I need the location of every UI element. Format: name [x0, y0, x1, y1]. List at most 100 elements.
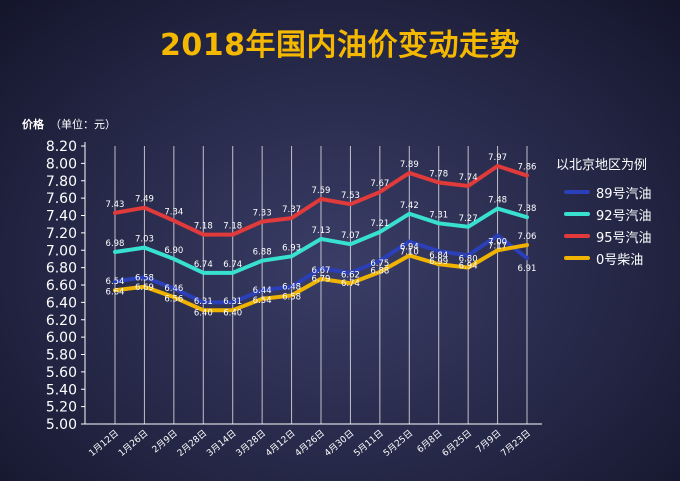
chart-title: 2018年国内油价变动走势 — [160, 28, 520, 63]
legend-item-92: 92号汽油 — [564, 203, 652, 225]
x-tick-label: 4月12日 — [263, 428, 297, 459]
data-label: 7.43 — [106, 200, 125, 210]
data-label: 6.40 — [194, 308, 213, 318]
y-tick-label: 6.20 — [46, 313, 77, 329]
data-label: 7.10 — [400, 248, 419, 258]
x-tick-label: 5月11日 — [352, 428, 386, 459]
x-tick-label: 4月26日 — [293, 428, 327, 459]
data-label: 6.64 — [106, 288, 125, 298]
y-tick-label: 6.40 — [46, 295, 77, 311]
data-label: 7.97 — [488, 153, 507, 163]
y-axis-title: 价格 （单位：元） — [22, 116, 116, 132]
data-label: 7.17 — [488, 241, 507, 251]
data-label: 7.89 — [400, 160, 419, 170]
data-label: 7.42 — [400, 201, 419, 211]
data-label: 6.48 — [282, 282, 301, 292]
y-tick-label: 6.00 — [46, 330, 77, 346]
data-label: 6.99 — [429, 257, 448, 267]
data-label: 7.67 — [370, 179, 389, 189]
legend-item-0: 0号柴油 — [564, 247, 652, 269]
legend-label-95: 95号汽油 — [596, 230, 652, 246]
data-label: 6.31 — [223, 297, 242, 307]
y-axis-unit: （单位：元） — [50, 118, 116, 131]
data-label: 7.21 — [370, 219, 389, 229]
data-label: 7.03 — [135, 235, 154, 245]
data-label: 7.18 — [194, 222, 213, 232]
data-label: 6.80 — [459, 255, 478, 265]
data-label: 7.31 — [429, 210, 448, 220]
y-tick-label: 8.00 — [46, 156, 77, 172]
data-label: 6.84 — [429, 251, 448, 261]
data-label: 7.34 — [164, 208, 183, 218]
series-line-1 — [113, 206, 529, 275]
data-label: 6.54 — [253, 296, 272, 306]
data-label: 6.74 — [341, 279, 360, 289]
x-tick-label: 4月30日 — [322, 428, 356, 459]
y-axis-label: 价格 — [22, 118, 44, 131]
data-label: 7.06 — [518, 232, 537, 242]
x-tick-label: 7月23日 — [499, 428, 533, 459]
y-tick-label: 7.20 — [46, 226, 77, 242]
y-tick-label: 6.80 — [46, 261, 77, 277]
data-label: 6.58 — [282, 293, 301, 303]
legend-swatch-89 — [564, 190, 590, 194]
data-label: 6.31 — [194, 297, 213, 307]
legend-label-0: 0号柴油 — [596, 252, 644, 268]
legend-swatch-0 — [564, 256, 590, 260]
y-tick-label: 5.40 — [46, 382, 77, 398]
data-label: 7.18 — [223, 222, 242, 232]
legend: 以北京地区为例 89号汽油 92号汽油 95号汽油 0号柴油 — [556, 154, 652, 269]
data-label: 6.88 — [370, 267, 389, 277]
x-tick-label: 6月25日 — [440, 428, 474, 459]
data-label: 6.74 — [194, 260, 213, 270]
data-label: 7.33 — [253, 209, 272, 219]
y-tick-label: 7.60 — [46, 191, 77, 207]
data-label: 6.58 — [135, 274, 154, 284]
legend-item-89: 89号汽油 — [564, 181, 652, 203]
legend-swatch-95 — [564, 234, 590, 238]
data-label: 7.59 — [312, 186, 331, 196]
data-label: 6.94 — [400, 242, 419, 252]
data-label: 7.07 — [341, 231, 360, 241]
x-tick-label: 5月25日 — [381, 428, 415, 459]
data-label: 7.13 — [312, 226, 331, 236]
y-tick-label: 5.60 — [46, 365, 77, 381]
x-tick-label: 2月28日 — [175, 428, 209, 459]
y-tick-label: 8.20 — [46, 139, 77, 155]
data-label: 7.48 — [488, 196, 507, 206]
data-label: 6.67 — [312, 266, 331, 276]
data-label: 6.88 — [253, 248, 272, 258]
y-tick-label: 7.00 — [46, 243, 77, 259]
data-label: 7.38 — [518, 204, 537, 214]
data-label: 6.93 — [282, 243, 301, 253]
y-tick-label: 7.40 — [46, 209, 77, 225]
data-label: 6.46 — [164, 284, 183, 294]
x-tick-label: 1月12日 — [87, 428, 121, 459]
data-label: 6.90 — [164, 246, 183, 256]
data-label: 6.56 — [164, 294, 183, 304]
data-label: 7.37 — [282, 205, 301, 215]
y-tick-label: 7.80 — [46, 174, 77, 190]
data-label: 6.91 — [518, 264, 537, 274]
data-label: 6.79 — [312, 274, 331, 284]
data-label: 7.27 — [459, 214, 478, 224]
x-tick-label: 1月26日 — [116, 428, 150, 459]
x-tick-label: 3月14日 — [205, 428, 239, 459]
data-label: 7.00 — [488, 237, 507, 247]
legend-label-89: 89号汽油 — [596, 186, 652, 202]
y-tick-label: 5.20 — [46, 400, 77, 416]
data-label: 7.74 — [459, 173, 478, 183]
series-line-2 — [113, 163, 529, 237]
data-label: 7.53 — [341, 191, 360, 201]
data-label: 6.69 — [135, 283, 154, 293]
series-line-0 — [113, 233, 529, 305]
y-tick-label: 6.60 — [46, 278, 77, 294]
legend-label-92: 92号汽油 — [596, 208, 652, 224]
data-label: 6.94 — [459, 261, 478, 271]
x-tick-label: 3月28日 — [234, 428, 268, 459]
data-label: 7.86 — [518, 163, 537, 173]
legend-swatch-92 — [564, 212, 590, 216]
data-label: 6.44 — [253, 286, 272, 296]
legend-item-95: 95号汽油 — [564, 225, 652, 247]
